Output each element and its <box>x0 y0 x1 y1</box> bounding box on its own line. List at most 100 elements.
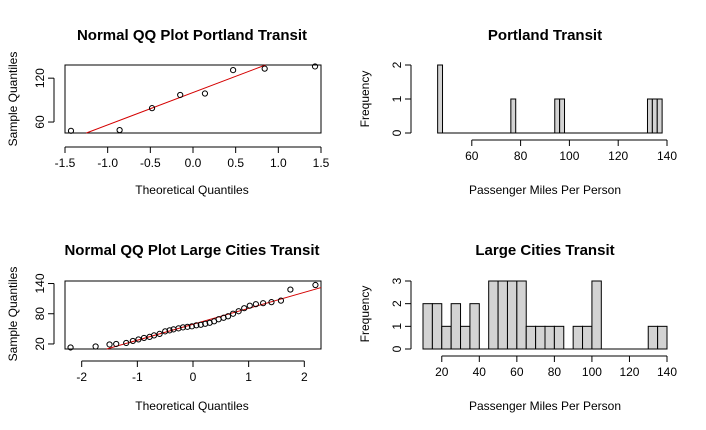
y-axis-label: Frequency <box>358 71 372 128</box>
qq-plot-large-cities-panel: Normal QQ Plot Large Cities Transit Theo… <box>6 242 322 413</box>
x-tick-label: -2 <box>76 370 87 384</box>
y-tick-label: 140 <box>33 273 47 293</box>
x-tick-label: -0.5 <box>140 156 161 170</box>
data-point <box>261 65 268 72</box>
x-tick-label: 120 <box>608 149 628 163</box>
y-tick-label: 60 <box>33 115 47 129</box>
histogram-bar <box>497 280 508 350</box>
y-tick-label: 1 <box>390 323 404 330</box>
data-point <box>67 344 74 351</box>
data-point <box>229 310 237 317</box>
histogram-bar <box>506 280 518 350</box>
x-tick-label: 140 <box>657 365 677 379</box>
chart-title: Large Cities Transit <box>475 242 614 259</box>
y-axis-label: Sample Quantiles <box>6 52 20 147</box>
x-tick-label: 140 <box>657 149 677 163</box>
x-tick-label: 100 <box>559 149 579 163</box>
data-point <box>166 327 173 334</box>
histogram-bar <box>488 280 499 350</box>
data-point <box>312 281 319 289</box>
data-point <box>179 324 187 331</box>
data-point <box>106 341 113 348</box>
data-point <box>129 337 136 345</box>
data-point <box>184 323 191 330</box>
y-axis-label: Sample Quantiles <box>6 267 20 362</box>
data-point <box>201 90 209 97</box>
histogram-bar <box>646 98 653 134</box>
data-point <box>116 126 123 134</box>
qq-plot-portland-panel: Normal QQ Plot Portland Transit Theoreti… <box>6 27 330 197</box>
plot-area: 60 80 100 120 140 0 1 2 <box>390 61 677 163</box>
x-tick-label: 1.5 <box>313 156 330 170</box>
data-point <box>188 323 195 330</box>
x-tick-label: 20 <box>435 365 449 379</box>
x-axis-label: Passenger Miles Per Person <box>469 183 621 197</box>
x-tick-label: -1 <box>132 370 143 384</box>
y-tick-label: 80 <box>33 307 47 321</box>
histogram-bar <box>572 325 584 350</box>
histogram-bar <box>554 98 561 134</box>
histogram-bar <box>450 303 462 350</box>
histogram-bar <box>510 98 517 134</box>
data-point <box>287 286 294 293</box>
histogram-bar <box>553 325 565 350</box>
histogram-bar <box>656 98 663 134</box>
histogram-bar <box>647 325 659 350</box>
x-tick-label: 2 <box>301 370 308 384</box>
histogram-bar <box>516 280 527 350</box>
y-tick-label: 0 <box>390 129 404 136</box>
histogram-portland-panel: Portland Transit Passenger Miles Per Per… <box>358 27 677 197</box>
chart-title: Portland Transit <box>488 27 602 44</box>
data-point <box>197 321 204 328</box>
y-axis-label: Frequency <box>358 286 372 343</box>
histogram-large-cities-panel: Large Cities Transit Passenger Miles Per… <box>358 242 677 413</box>
y-tick-label: 2 <box>390 61 404 68</box>
x-axis-label: Theoretical Quantiles <box>135 399 248 413</box>
x-tick-label: 1 <box>245 370 252 384</box>
histogram-bar <box>582 325 593 350</box>
x-tick-label: -1.5 <box>55 156 76 170</box>
histogram-bar <box>657 325 668 350</box>
data-point <box>202 320 209 327</box>
x-tick-label: 0.0 <box>185 156 202 170</box>
y-tick-label: 3 <box>390 277 404 284</box>
plot-frame <box>64 64 322 134</box>
data-point <box>260 300 267 307</box>
data-point <box>135 336 142 343</box>
x-tick-label: 120 <box>619 365 639 379</box>
histogram-bar <box>431 303 443 350</box>
data-point <box>311 63 319 70</box>
plot-area: 20 40 60 80 100 120 140 0 1 2 3 <box>390 277 677 379</box>
qq-reference-line <box>86 64 266 134</box>
histogram-bar <box>460 325 471 350</box>
x-tick-label: 60 <box>465 149 479 163</box>
data-point <box>235 308 242 315</box>
histogram-bar <box>535 325 546 350</box>
data-point <box>175 325 182 332</box>
plot-area: -2 -1 0 1 2 20 80 140 <box>33 273 322 384</box>
x-axis-label: Theoretical Quantiles <box>135 183 248 197</box>
x-tick-label: -1.0 <box>97 156 118 170</box>
x-tick-label: 80 <box>548 365 562 379</box>
data-point <box>277 297 285 304</box>
data-point <box>162 328 169 335</box>
chart-title: Normal QQ Plot Portland Transit <box>77 27 307 44</box>
data-point <box>241 305 248 312</box>
data-point <box>252 301 259 308</box>
x-tick-label: 0 <box>190 370 197 384</box>
data-point <box>177 91 184 99</box>
data-point <box>148 105 156 112</box>
data-point <box>193 322 200 329</box>
histogram-bar <box>422 303 433 350</box>
x-tick-label: 40 <box>473 365 487 379</box>
data-point <box>113 340 120 348</box>
data-point <box>123 339 130 347</box>
x-axis-label: Passenger Miles Per Person <box>469 399 621 413</box>
data-point <box>156 330 163 337</box>
x-tick-label: 1.0 <box>270 156 287 170</box>
data-point <box>140 334 148 342</box>
y-tick-label: 0 <box>390 345 404 352</box>
histogram-bar <box>559 98 566 134</box>
data-point <box>92 343 99 350</box>
